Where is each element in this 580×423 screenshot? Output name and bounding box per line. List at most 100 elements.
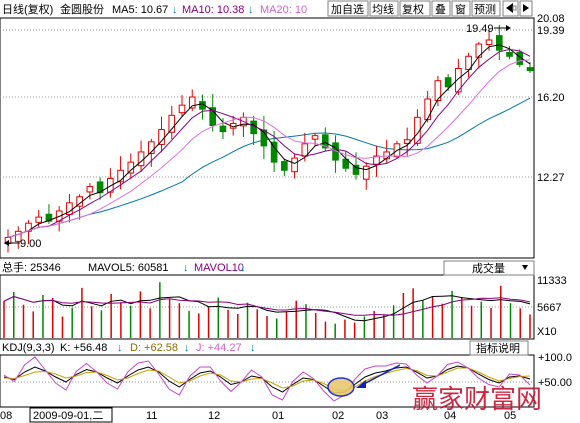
x-axis: 08 2009-09-01,二 11 12 01 02 03 04 05 [0, 406, 534, 423]
x-label-08: 08 [0, 410, 12, 422]
candle-body [321, 134, 329, 149]
ma5-down-icon: ↓ [172, 4, 178, 16]
highlight-ellipse [327, 377, 355, 397]
svg-text:成交量: 成交量 [472, 261, 505, 275]
stock-name: 金圆股份 [60, 2, 104, 16]
mavol10-label: MAVOL10 [194, 262, 244, 274]
overlay-button[interactable]: 叠 [431, 0, 451, 17]
moving-average-button[interactable]: 均线 [369, 0, 399, 17]
volume-header: 总手: 25346 MAVOL5: 60581 ↓ MAVOL10 ↓ [2, 260, 246, 274]
candle-body [188, 96, 196, 109]
candle-body [25, 222, 32, 232]
svg-text:预测: 预测 [474, 3, 496, 16]
candle-body [45, 213, 53, 222]
scroll-right-icon[interactable] [519, 0, 533, 17]
mavol5-label: MAVOL5: 60581 [88, 262, 169, 274]
pointer-arrow-icon [359, 364, 401, 387]
ma20-label: MA20: 10 [260, 4, 307, 16]
volume-selector-dropdown[interactable]: 成交量 [443, 260, 535, 276]
date-cursor-box [29, 407, 113, 423]
candle-body [444, 77, 452, 88]
svg-text:窗: 窗 [455, 2, 466, 16]
kdj-axis: +100.0 +50.00 [538, 352, 572, 389]
price-tick-19-39: 19.39 [537, 25, 565, 37]
mavol10-line [3, 295, 531, 316]
candle-body [219, 125, 227, 133]
kdj-d-line [3, 367, 531, 392]
candle-body [455, 68, 462, 93]
forecast-button[interactable]: 预测 [471, 0, 501, 17]
candle-body [158, 129, 165, 145]
candle-body [424, 98, 431, 121]
candle-body [270, 141, 278, 163]
adjusted-price-button[interactable]: 复权 [399, 0, 431, 17]
mavol5-down-icon: ↓ [183, 262, 189, 274]
add-watchlist-button[interactable]: 加自选 [327, 0, 369, 17]
volume-bars [3, 282, 531, 338]
candle-body [178, 104, 186, 114]
candle-body [147, 141, 155, 154]
candle-body [301, 143, 309, 157]
candle-body [14, 230, 22, 242]
kdj-tick-50: +50.00 [538, 377, 572, 389]
d-down-icon: ↓ [184, 342, 190, 354]
candle-body [434, 80, 442, 102]
mavol5-line [3, 295, 531, 322]
moving-average-lines [7, 44, 531, 238]
ma20-line [7, 59, 531, 238]
x-label-12: 12 [208, 410, 220, 422]
k-value-label: K: +56.48 [60, 342, 107, 354]
ma10-line [7, 48, 531, 238]
period-label: 日线(复权) [2, 2, 53, 16]
x-label-date-cursor: 2009-09-01,二 [33, 410, 103, 422]
high-annotation: 19.49 [466, 23, 511, 35]
candle-body [117, 169, 124, 183]
price-tick-20-08: 20.08 [537, 13, 565, 25]
kdj-header: KDJ(9,3,3) K: +56.48 ↓ D: +62.58 ↓ J: +4… [2, 342, 256, 354]
candle-body [352, 164, 360, 175]
d-value-label: D: +62.58 [130, 342, 178, 354]
x-label-04: 04 [444, 410, 456, 422]
price-axis: 20.08 19.39 16.20 12.27 [537, 13, 565, 184]
chart-header: 日线(复权) 金圆股份 MA5: 10.67 ↓ MA10: 10.38 ↓ M… [2, 2, 307, 16]
exit-arrow-icon[interactable] [502, 0, 519, 17]
ma10-label: MA10: 10.38 [182, 4, 244, 16]
x-label-11: 11 [146, 410, 157, 422]
candle-body [66, 202, 73, 215]
k-down-icon: ↓ [117, 342, 123, 354]
candle-body [96, 181, 104, 194]
indicator-help-button[interactable]: 指标说明 [469, 340, 529, 356]
candlestick-series [4, 24, 534, 253]
price-tick-12-27: 12.27 [537, 172, 565, 184]
x-label-01: 01 [272, 410, 284, 422]
candle-body [526, 67, 534, 72]
svg-text:叠: 叠 [435, 3, 446, 16]
candle-body [107, 177, 114, 193]
volume-tick-11333: 11333 [537, 275, 567, 287]
candle-body [281, 161, 288, 171]
window-button[interactable]: 窗 [451, 0, 471, 17]
toolbar: 加自选 均线 复权 叠 窗 预测 [327, 0, 533, 17]
svg-text:加自选: 加自选 [331, 3, 364, 16]
volume-axis: 11333 5667 X10 [537, 275, 567, 338]
j-value-label: J: +44.27 [196, 342, 242, 354]
x-label-03: 03 [376, 410, 388, 422]
x-label-05: 05 [504, 410, 516, 422]
candle-body [35, 216, 43, 223]
svg-text:19.49: 19.49 [466, 23, 494, 35]
svg-text:均线: 均线 [372, 2, 394, 16]
candle-body [86, 186, 94, 193]
kdj-j-line [3, 356, 531, 402]
chevron-down-icon [522, 265, 528, 270]
annotation-highlight [327, 364, 401, 397]
low-annotation: 9.00 [4, 238, 41, 250]
price-tick-16-20: 16.20 [537, 92, 565, 104]
kdj-k-line [3, 365, 531, 394]
candle-body [311, 135, 319, 140]
ma5-line [7, 44, 531, 238]
kdj-tick-100: +100.0 [538, 352, 572, 364]
candle-body [495, 35, 503, 51]
candle-body [209, 107, 217, 126]
svg-text:指标说明: 指标说明 [476, 341, 520, 355]
